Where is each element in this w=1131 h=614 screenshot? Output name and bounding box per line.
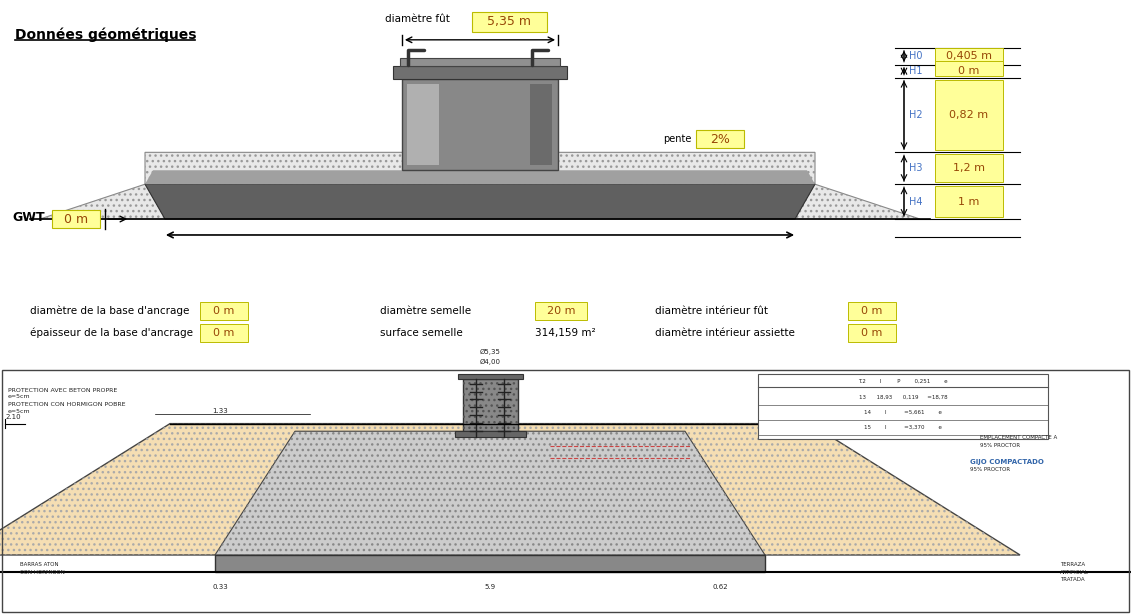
Text: 20 m: 20 m (546, 306, 576, 316)
Text: PROTECTION AVEC BETON PROPRE: PROTECTION AVEC BETON PROPRE (8, 388, 118, 393)
FancyBboxPatch shape (935, 186, 1003, 217)
Text: e=5cm: e=5cm (8, 394, 31, 400)
Text: 13      18,93      0,119     =18,78: 13 18,93 0,119 =18,78 (858, 394, 948, 400)
Text: 5.9: 5.9 (484, 585, 495, 590)
Text: 0 m: 0 m (862, 306, 882, 316)
Polygon shape (40, 152, 920, 219)
Text: T.2        I         P        0,251        e: T.2 I P 0,251 e (858, 378, 948, 383)
Bar (215, 555, 765, 572)
Text: PROTECTION CON HORMIGON POBRE: PROTECTION CON HORMIGON POBRE (8, 402, 126, 407)
Text: 1,2 m: 1,2 m (953, 163, 985, 173)
Text: 0,405 m: 0,405 m (946, 51, 992, 61)
Text: EMPLACEMENT COMPACTE A: EMPLACEMENT COMPACTE A (979, 435, 1057, 440)
Text: 0.62: 0.62 (713, 585, 728, 590)
Text: 1.33: 1.33 (213, 408, 227, 414)
FancyBboxPatch shape (935, 48, 1003, 63)
Text: 2.10: 2.10 (6, 414, 21, 420)
Text: 0.33: 0.33 (213, 585, 227, 590)
Text: 14        I          =5,661        e: 14 I =5,661 e (864, 410, 942, 414)
Text: Ø4,00: Ø4,00 (480, 359, 501, 365)
Polygon shape (145, 170, 815, 184)
Polygon shape (0, 424, 1020, 555)
Text: TERRAZA: TERRAZA (1060, 562, 1085, 567)
FancyBboxPatch shape (535, 301, 587, 320)
Text: GIJO COMPACTADO: GIJO COMPACTADO (970, 459, 1044, 465)
Text: 5,35 m: 5,35 m (487, 15, 530, 28)
Text: surface semelle: surface semelle (380, 327, 463, 338)
Text: épaisseur de la base d'ancrage: épaisseur de la base d'ancrage (31, 327, 193, 338)
Text: 0 m: 0 m (64, 212, 88, 225)
Polygon shape (215, 431, 765, 555)
Text: Ø5,35: Ø5,35 (480, 349, 500, 356)
Bar (400, 58, 560, 66)
Text: TRATADA: TRATADA (1060, 577, 1085, 582)
Bar (458, 374, 523, 379)
FancyBboxPatch shape (472, 12, 547, 32)
Text: BARRAS ATON: BARRAS ATON (20, 562, 59, 567)
Text: 0 m: 0 m (214, 306, 235, 316)
Bar (392, 66, 567, 79)
Text: 15        I          =3,370        e: 15 I =3,370 e (864, 425, 942, 430)
FancyBboxPatch shape (935, 154, 1003, 182)
FancyBboxPatch shape (52, 210, 100, 228)
Bar (463, 379, 518, 431)
Text: 0 m: 0 m (862, 327, 882, 338)
Text: diamètre de la base d'ancrage: diamètre de la base d'ancrage (31, 305, 189, 316)
FancyBboxPatch shape (848, 301, 896, 320)
Text: 314,159 m²: 314,159 m² (535, 327, 596, 338)
Text: 0 m: 0 m (214, 327, 235, 338)
Bar (530, 84, 552, 165)
Bar (455, 431, 526, 437)
FancyBboxPatch shape (935, 80, 1003, 150)
Text: 1 m: 1 m (958, 196, 979, 207)
Text: H0: H0 (909, 51, 923, 61)
Bar (463, 379, 518, 431)
Text: H3: H3 (909, 163, 923, 173)
Text: 0 m: 0 m (958, 66, 979, 76)
Text: H4: H4 (909, 196, 923, 207)
Text: diamètre intérieur fût: diamètre intérieur fût (655, 306, 768, 316)
Bar (407, 84, 439, 165)
Bar (402, 79, 558, 170)
Text: GWT: GWT (12, 211, 44, 223)
Text: 2%: 2% (710, 133, 729, 146)
Text: diamètre fût: diamètre fût (385, 14, 450, 24)
Text: diamètre intérieur assiette: diamètre intérieur assiette (655, 327, 795, 338)
Text: Données géométriques: Données géométriques (15, 28, 197, 42)
Text: diamètre semelle: diamètre semelle (380, 306, 472, 316)
Bar (758, 374, 1048, 439)
FancyBboxPatch shape (696, 130, 744, 149)
FancyBboxPatch shape (200, 301, 248, 320)
FancyBboxPatch shape (848, 324, 896, 341)
Text: H1: H1 (909, 66, 923, 76)
Text: ARTIFICIAL: ARTIFICIAL (1060, 570, 1089, 575)
Text: H2: H2 (909, 110, 923, 120)
FancyBboxPatch shape (200, 324, 248, 341)
Text: pente: pente (664, 134, 692, 144)
Text: 0,82 m: 0,82 m (949, 110, 988, 120)
Text: CON HORMIGON: CON HORMIGON (20, 570, 64, 575)
Text: 95% PROCTOR: 95% PROCTOR (979, 443, 1020, 448)
FancyBboxPatch shape (935, 61, 1003, 76)
Text: e=5cm: e=5cm (8, 409, 31, 414)
Polygon shape (145, 184, 815, 219)
Text: 95% PROCTOR: 95% PROCTOR (970, 467, 1010, 472)
